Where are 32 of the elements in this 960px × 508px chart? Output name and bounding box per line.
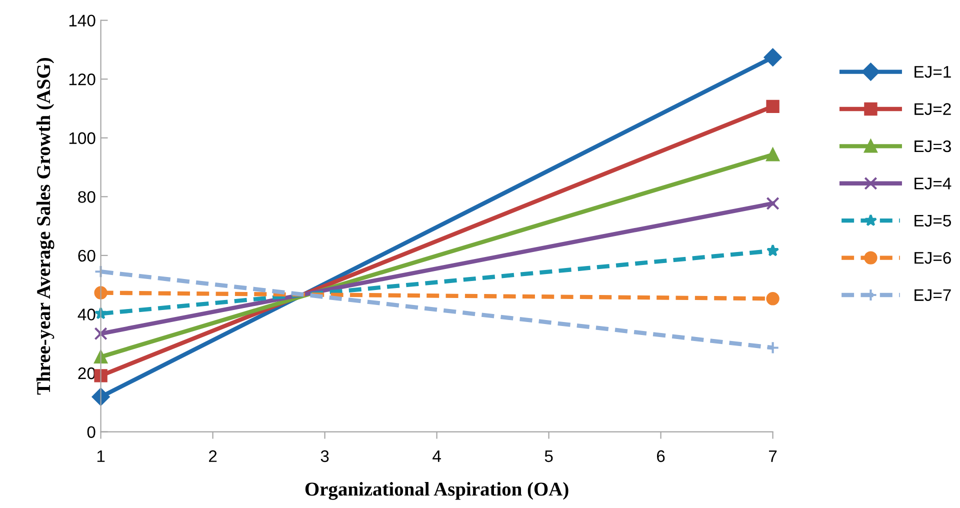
point xyxy=(764,48,782,66)
y-axis-title: Three-year Average Sales Growth (ASG) xyxy=(36,58,54,395)
point xyxy=(94,369,108,382)
legend-label: EJ=4 xyxy=(914,178,952,190)
legend-label: EJ=3 xyxy=(914,140,951,152)
legend-label: EJ=6 xyxy=(914,252,951,264)
y-tick-label: 80 xyxy=(78,191,96,203)
y-tick-label: 0 xyxy=(87,426,96,438)
point xyxy=(766,148,780,162)
x-tick-label: 3 xyxy=(320,450,329,462)
legend-label: EJ=2 xyxy=(914,103,951,115)
x-tick-label: 6 xyxy=(657,450,665,462)
point xyxy=(766,196,780,210)
x-tick-label: 2 xyxy=(209,450,217,462)
y-tick-label: 60 xyxy=(78,250,96,262)
y-tick-label: 140 xyxy=(69,14,96,27)
x-tick-label: 5 xyxy=(544,450,553,462)
point xyxy=(766,100,780,114)
point xyxy=(766,244,780,256)
x-tick-label: 4 xyxy=(432,450,441,462)
x-tick-label: 1 xyxy=(97,450,105,462)
point xyxy=(766,292,780,306)
y-tick-label: 120 xyxy=(69,74,96,86)
point xyxy=(94,327,108,340)
y-tick-label: 100 xyxy=(69,132,96,144)
x-tick-label: 7 xyxy=(769,450,777,462)
x-axis-title: Organizational Aspiration (OA) xyxy=(305,482,568,500)
legend-label: EJ=1 xyxy=(914,66,951,78)
legend-label: EJ=7 xyxy=(914,289,951,301)
y-tick-label: 40 xyxy=(78,308,96,320)
legend-label: EJ=5 xyxy=(914,214,951,227)
point xyxy=(766,341,780,354)
